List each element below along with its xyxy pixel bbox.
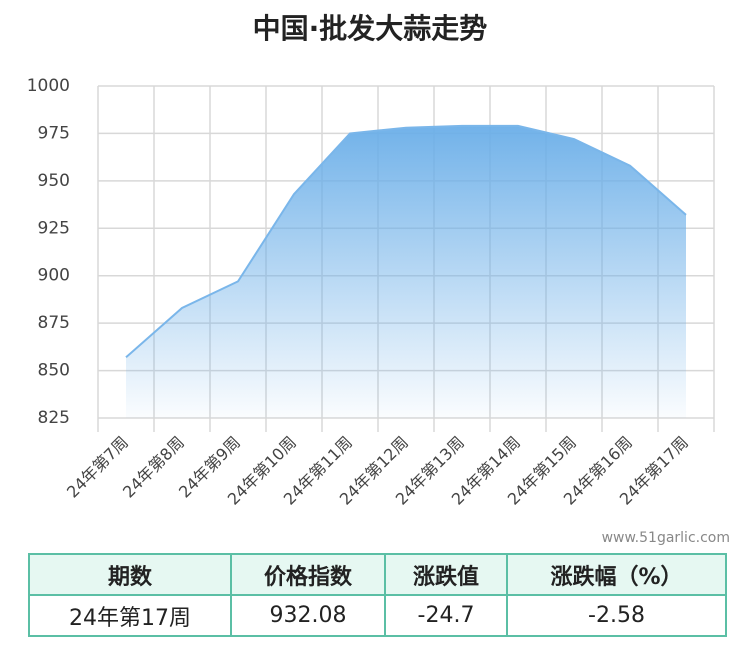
header-cell: 涨跌值 (384, 553, 508, 596)
cell: -24.7 (384, 594, 508, 637)
summary-table: 期数 价格指数 涨跌值 涨跌幅（%） 24年第17周 932.08 -24.7 … (28, 553, 727, 637)
y-tick-label: 825 (38, 408, 70, 428)
header-cell: 涨跌幅（%） (506, 553, 727, 596)
cell: 932.08 (230, 594, 386, 637)
line (125, 124, 687, 359)
header-cell: 价格指数 (230, 553, 386, 596)
chart-title: 中国·批发大蒜走势 (253, 12, 488, 45)
y-tick-label: 950 (38, 171, 70, 191)
area-fill (126, 125, 686, 418)
header-cell: 期数 (28, 553, 232, 596)
y-tick-label: 925 (38, 218, 70, 238)
watermark: www.51garlic.com (602, 530, 730, 545)
cell: 24年第17周 (28, 594, 232, 637)
y-tick-label: 850 (38, 361, 70, 381)
y-tick-label: 900 (38, 266, 70, 286)
y-tick-label: 975 (38, 123, 70, 143)
table-row: 24年第17周 932.08 -24.7 -2.58 (28, 594, 727, 637)
y-tick-label: 875 (38, 313, 70, 333)
table-header: 期数 价格指数 涨跌值 涨跌幅（%） (28, 553, 727, 596)
y-tick-label: 1000 (27, 76, 70, 96)
chart: 中国·批发大蒜走势 www.51garlic.com 825 850 875 900 9… (27, 12, 730, 546)
cell: -2.58 (506, 594, 727, 637)
